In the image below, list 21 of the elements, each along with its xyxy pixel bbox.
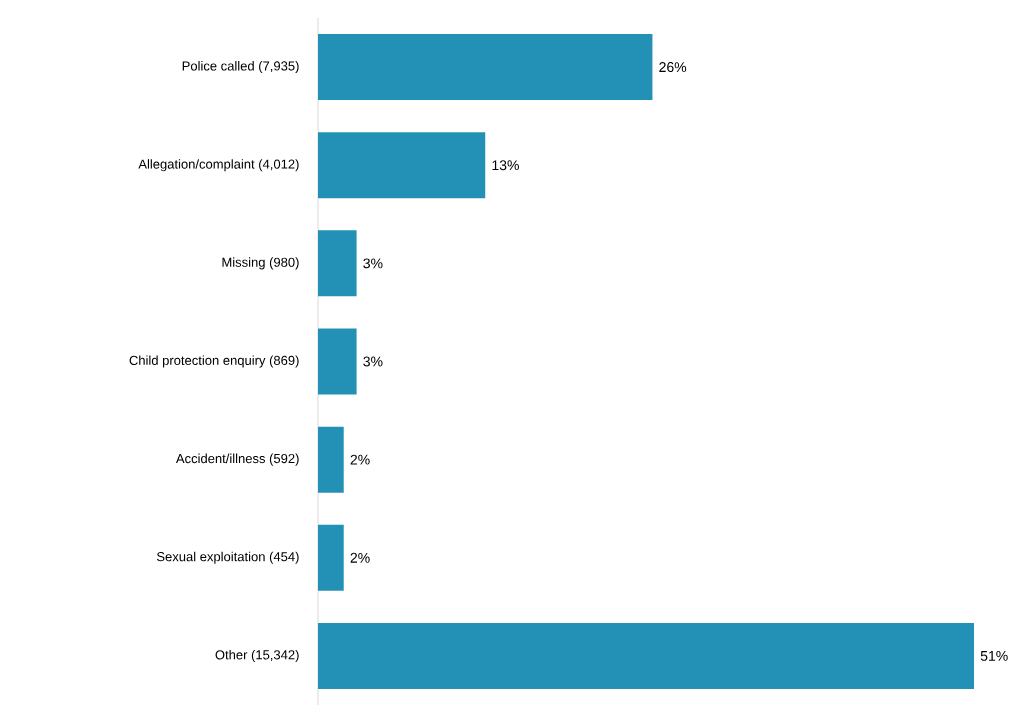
bar — [318, 524, 344, 591]
data-label: 13% — [492, 160, 519, 171]
y-tick-label: Police called (7,935) — [182, 61, 299, 74]
y-tick-label: Accident/illness (592) — [175, 453, 299, 466]
y-tick-label: Child protection enquiry (869) — [129, 355, 299, 368]
data-label: 26% — [659, 62, 687, 73]
bar — [318, 34, 653, 101]
bar — [318, 132, 486, 199]
bar — [318, 426, 344, 493]
y-tick-label: Allegation/complaint (4,012) — [138, 159, 299, 172]
bar — [318, 622, 975, 689]
data-label: 2% — [350, 454, 370, 465]
y-tick-label: Other (15,342) — [215, 649, 299, 662]
y-tick-label: Sexual exploitation (454) — [156, 551, 299, 564]
data-label: 51% — [980, 651, 1008, 661]
data-label: 3% — [363, 356, 383, 367]
data-label: 3% — [363, 258, 383, 269]
y-tick-label: Missing (980) — [222, 257, 299, 270]
data-label: 2% — [350, 552, 370, 563]
bar — [318, 230, 357, 297]
bar — [318, 328, 357, 395]
